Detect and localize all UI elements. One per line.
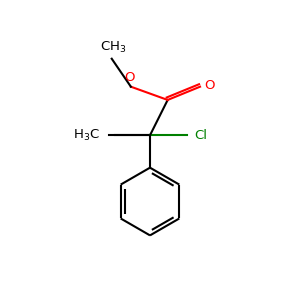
Text: CH$_3$: CH$_3$ [100,40,126,55]
Text: O: O [205,79,215,92]
Text: H$_3$C: H$_3$C [73,128,100,143]
Text: O: O [124,71,135,84]
Text: Cl: Cl [194,129,207,142]
